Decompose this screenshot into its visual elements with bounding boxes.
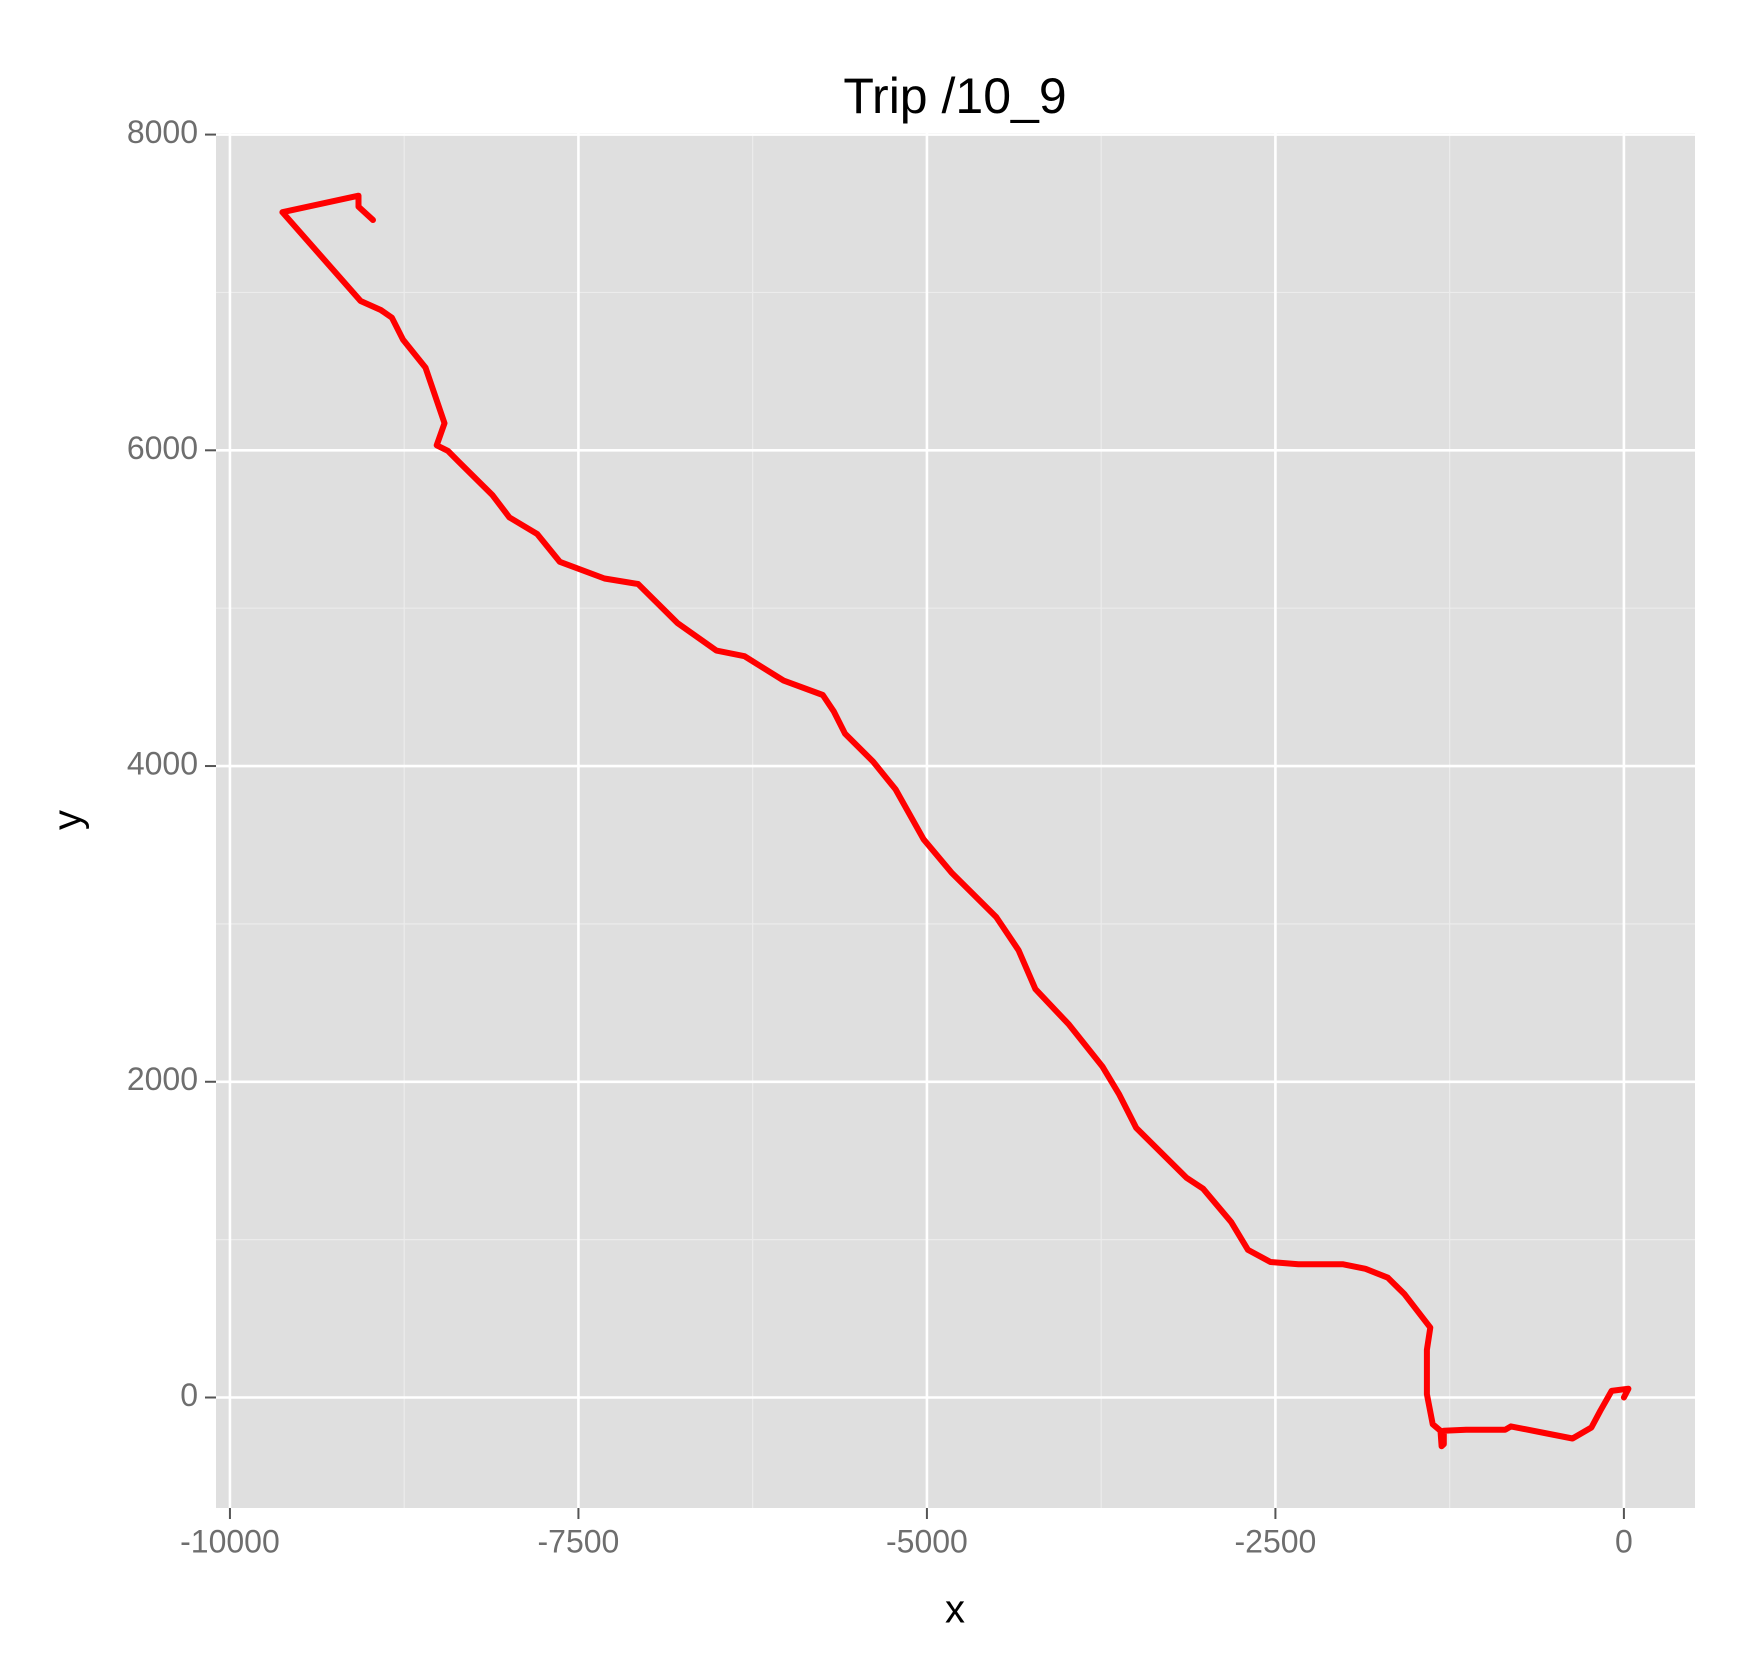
x-tick-label: -7500 [538, 1523, 620, 1559]
y-tick-label: 0 [180, 1377, 198, 1413]
x-tick-label: -10000 [180, 1523, 280, 1559]
x-tick-label: 0 [1615, 1523, 1633, 1559]
y-tick-label: 4000 [127, 745, 198, 781]
y-tick-label: 6000 [127, 430, 198, 466]
chart-title: Trip /10_9 [843, 68, 1066, 124]
y-tick-label: 8000 [127, 114, 198, 150]
y-tick-label: 2000 [127, 1061, 198, 1097]
x-axis-label: x [945, 1588, 965, 1632]
y-axis-label: y [46, 810, 90, 830]
x-tick-label: -2500 [1234, 1523, 1316, 1559]
trip-line [279, 192, 1632, 1450]
plot-panel [216, 133, 1695, 1508]
x-tick-label: -5000 [886, 1523, 968, 1559]
